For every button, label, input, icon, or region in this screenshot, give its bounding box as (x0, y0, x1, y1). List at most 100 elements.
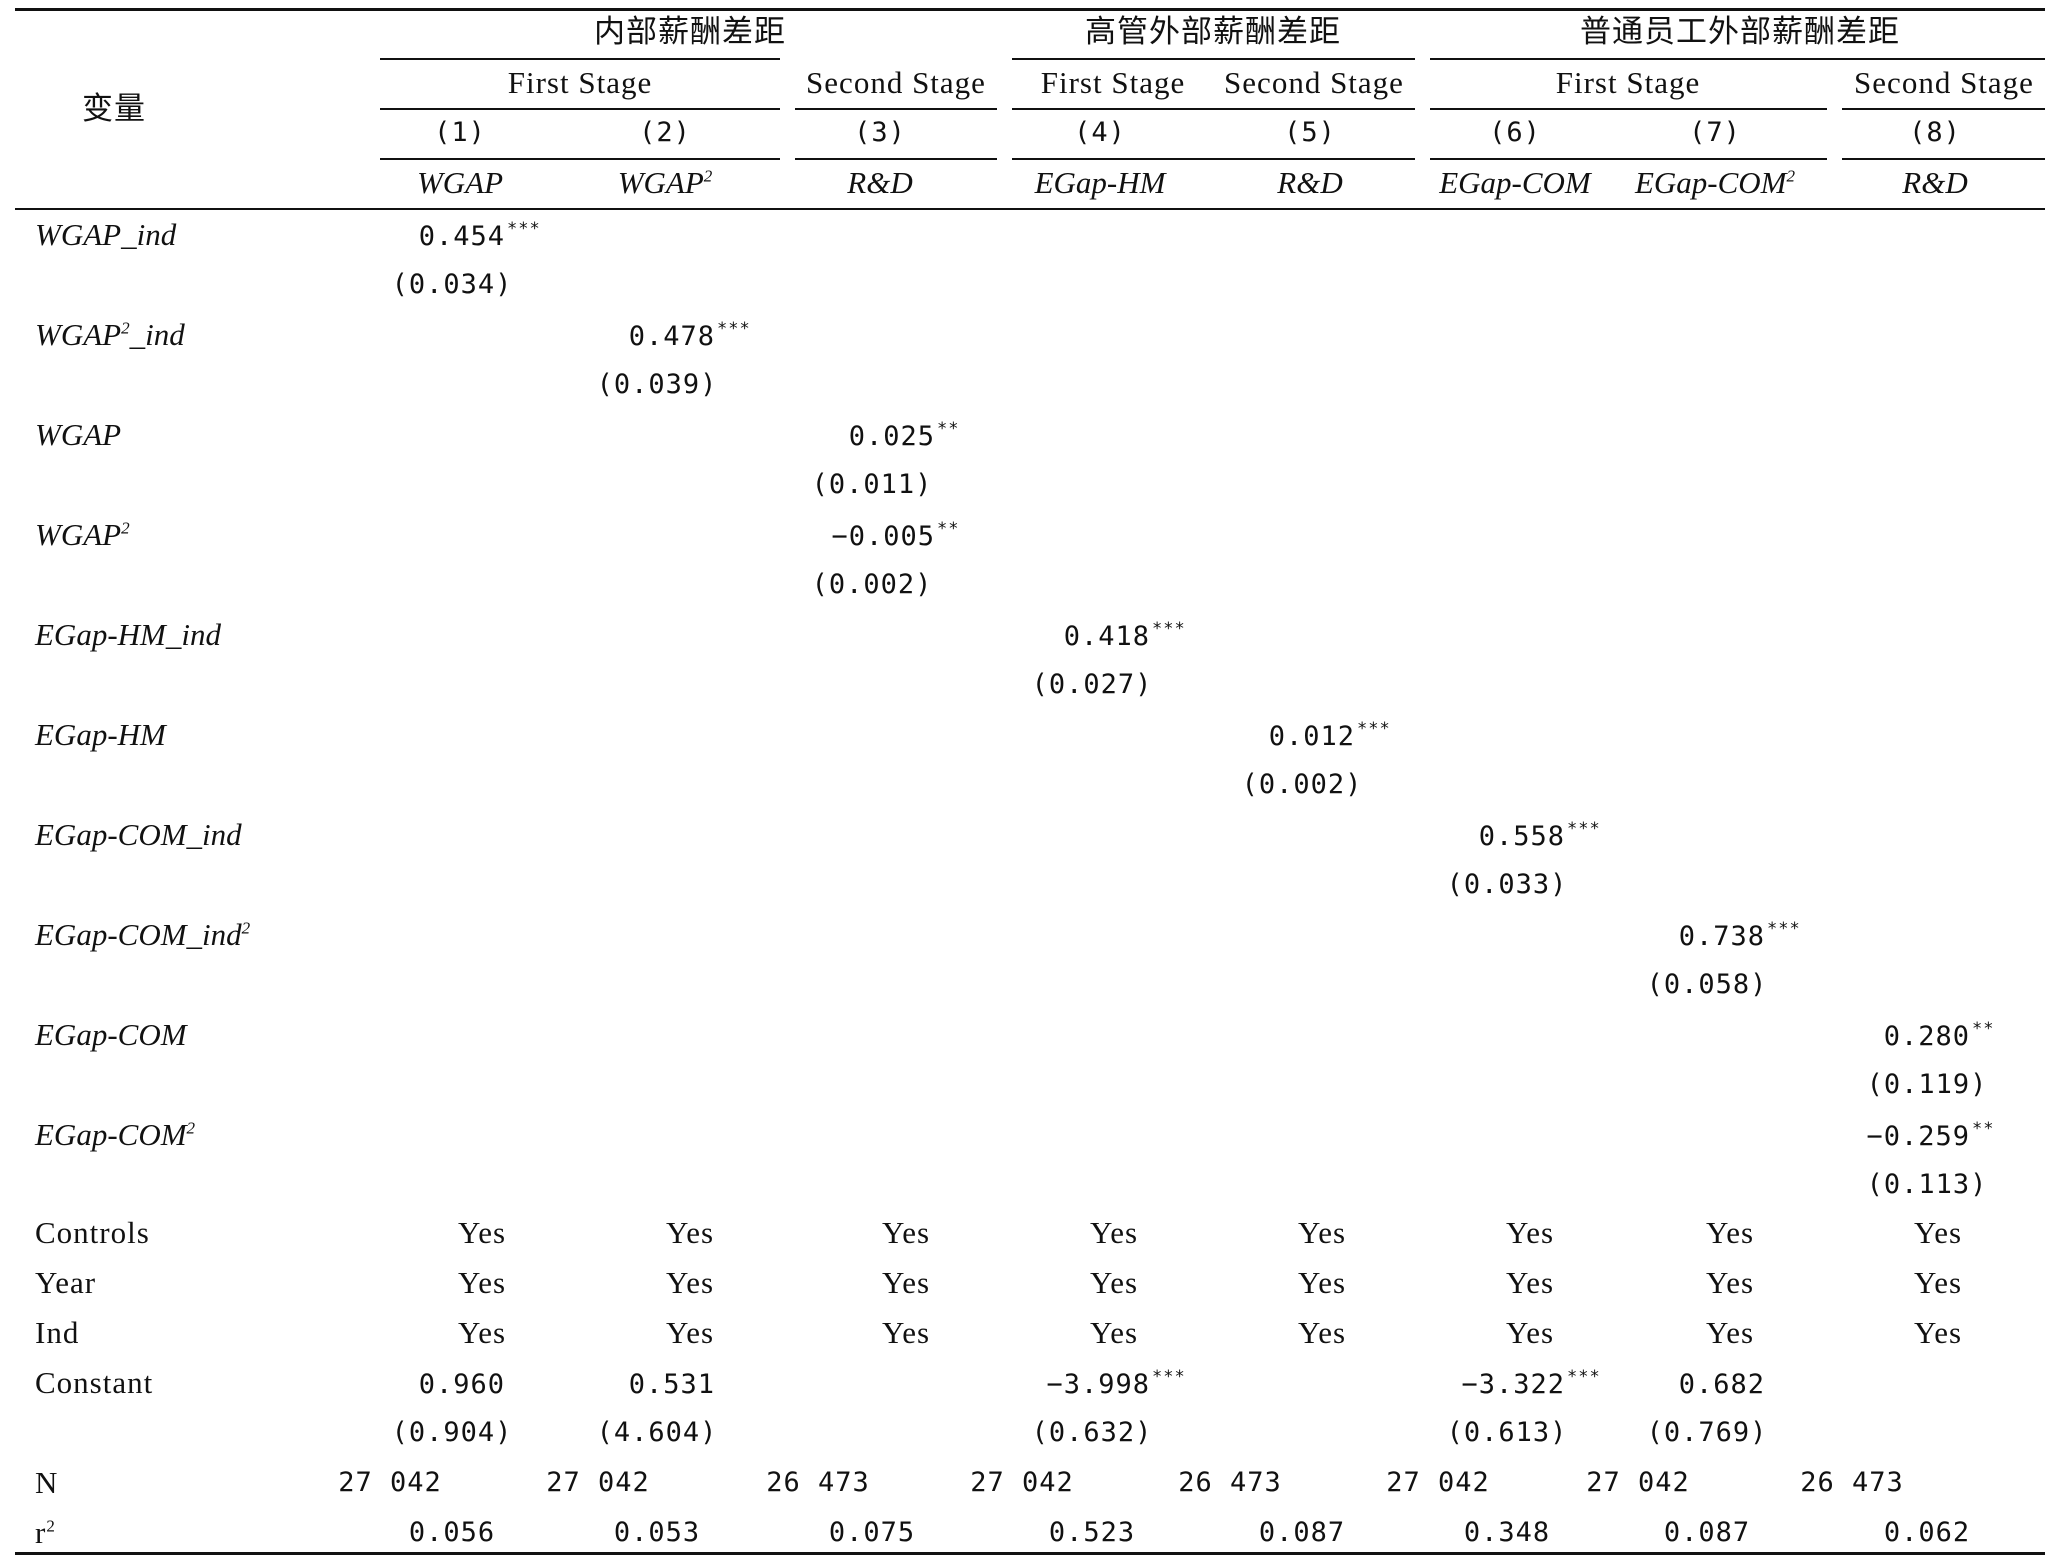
significance-stars: *** (1567, 812, 1601, 846)
stage-header-text: First Stage (1040, 65, 1186, 100)
control-value: Yes (1914, 1266, 1962, 1300)
standard-error-value: (0.011) (811, 469, 933, 500)
control-value: Yes (1506, 1316, 1554, 1350)
r-squared-value: 0.062 (1884, 1516, 1970, 1550)
constant-standard-error: (0.613) (1447, 1416, 1568, 1450)
stage-header: Second Stage (1224, 66, 1404, 100)
constant-coefficient: −3.998 (1046, 1368, 1150, 1402)
control-value-text: Yes (1297, 1315, 1347, 1350)
control-value-text: Yes (457, 1265, 507, 1300)
significance-stars: *** (717, 312, 751, 346)
stage-header: Second Stage (1854, 66, 2034, 100)
coefficient: 0.558 (1479, 820, 1565, 854)
row-label-text: EGap-HM (35, 717, 166, 752)
dependent-variable-text: WGAP (617, 165, 704, 200)
standard-error: (0.058) (1647, 968, 1768, 1002)
control-value: Yes (1298, 1216, 1346, 1250)
r-squared-value-text: 0.087 (1258, 1517, 1346, 1548)
r-squared-value: 0.075 (829, 1516, 915, 1550)
significance-stars-text: ** (937, 419, 960, 439)
row-label: EGap-COM_ind2 (35, 918, 250, 952)
coefficient-value: 0.738 (1678, 921, 1765, 952)
control-value-text: Yes (665, 1215, 715, 1250)
control-value: Yes (458, 1216, 506, 1250)
significance-stars-text: *** (1152, 1367, 1186, 1387)
constant-standard-error: (0.769) (1647, 1416, 1768, 1450)
column-number-text: (5) (1284, 117, 1336, 148)
row-label: EGap-COM_ind (35, 818, 242, 852)
control-value: Yes (1298, 1316, 1346, 1350)
dependent-variable-text: WGAP (416, 165, 504, 200)
control-value: Yes (1090, 1216, 1138, 1250)
constant-coefficient-value: 0.960 (418, 1369, 505, 1400)
group-rule-3 (1430, 58, 2045, 60)
constant-coefficient-value: 0.531 (628, 1369, 715, 1400)
control-value-text: Yes (1505, 1315, 1555, 1350)
column-number: (4) (1074, 116, 1126, 150)
column-number: (5) (1284, 116, 1336, 150)
dependent-variable: WGAP (417, 166, 503, 200)
coefficient-value: −0.259 (1866, 1121, 1970, 1152)
stage-header: First Stage (508, 66, 652, 100)
variable-header-text: 变量 (82, 91, 146, 127)
control-value: Yes (458, 1266, 506, 1300)
coefficient-value: −0.005 (831, 521, 935, 552)
coefficient: 0.012 (1269, 720, 1355, 754)
n-value: 26 473 (1800, 1466, 1904, 1500)
num-rule-4 (1430, 158, 1827, 160)
constant-coefficient: 0.531 (629, 1368, 715, 1402)
significance-stars-text: ** (1972, 1119, 1995, 1139)
standard-error-value: (0.058) (1646, 969, 1768, 1000)
r-squared-value-text: 0.523 (1048, 1517, 1136, 1548)
control-value: Yes (882, 1316, 930, 1350)
control-value-text: Yes (1705, 1215, 1755, 1250)
constant-standard-error-value: (0.769) (1646, 1417, 1768, 1448)
control-value-text: Yes (665, 1315, 715, 1350)
num-rule-2 (795, 158, 997, 160)
constant-standard-error: (0.904) (392, 1416, 513, 1450)
row-label: EGap-HM (35, 718, 166, 752)
constant-standard-error: (0.632) (1032, 1416, 1153, 1450)
control-value: Yes (1506, 1266, 1554, 1300)
control-value-text: Yes (1913, 1315, 1963, 1350)
r-squared-value-text: 0.348 (1463, 1517, 1551, 1548)
coefficient-value: 0.280 (1883, 1021, 1970, 1052)
significance-stars-text: *** (1767, 919, 1801, 939)
group-header: 普通员工外部薪酬差距 (1580, 15, 1900, 49)
n-value-text: 27 042 (1386, 1467, 1490, 1498)
dependent-variable-text: EGap-COM (1439, 165, 1591, 200)
coefficient: 0.418 (1064, 620, 1150, 654)
control-value: Yes (1706, 1216, 1754, 1250)
control-label: Controls (35, 1216, 150, 1250)
coefficient: 0.454 (419, 220, 505, 254)
constant-coefficient: 0.682 (1679, 1368, 1765, 1402)
column-number-text: (6) (1489, 117, 1541, 148)
row-label-text: EGap-COM_ind (35, 917, 242, 952)
control-value: Yes (1090, 1266, 1138, 1300)
significance-stars: ** (937, 412, 959, 446)
r-squared-value: 0.087 (1259, 1516, 1345, 1550)
standard-error: (0.034) (392, 268, 513, 302)
superscript: 2 (703, 166, 713, 186)
n-value-text: 27 042 (338, 1467, 442, 1498)
significance-stars-text: *** (1567, 819, 1601, 839)
stage-header: First Stage (1556, 66, 1700, 100)
row-label-text: WGAP (35, 317, 122, 352)
group-rule-2 (1012, 58, 1415, 60)
dependent-variable: R&D (1277, 166, 1342, 200)
constant-standard-error-value: (0.613) (1446, 1417, 1568, 1448)
dependent-variable: R&D (847, 166, 912, 200)
dependent-variable-text: R&D (847, 165, 913, 200)
significance-stars: *** (1357, 712, 1391, 746)
row-label-text: EGap-COM (35, 1117, 187, 1152)
top-rule (15, 8, 2045, 11)
n-value-text: 26 473 (766, 1467, 870, 1498)
dependent-variable: R&D (1902, 166, 1967, 200)
column-number-text: (2) (639, 117, 691, 148)
significance-stars-text: *** (1567, 1367, 1601, 1387)
standard-error-value: (0.002) (1241, 769, 1363, 800)
bottom-rule (15, 1552, 2045, 1555)
significance-stars: *** (1152, 612, 1186, 646)
significance-stars: *** (1567, 1360, 1601, 1394)
standard-error: (0.027) (1032, 668, 1153, 702)
